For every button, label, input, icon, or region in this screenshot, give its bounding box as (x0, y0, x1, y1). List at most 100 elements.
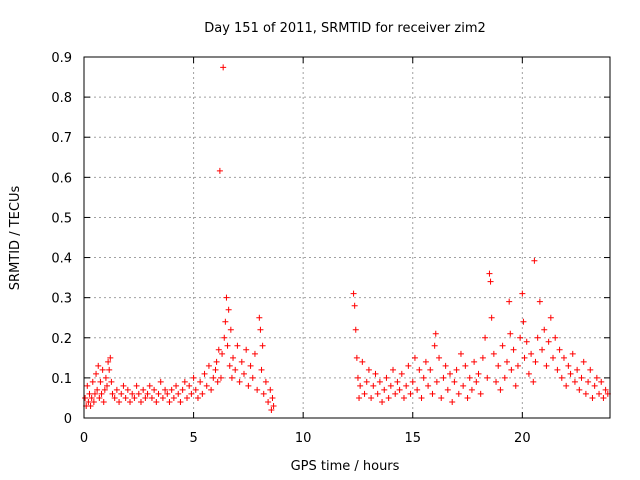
data-point (157, 378, 164, 385)
data-point (228, 374, 235, 381)
data-point (376, 378, 383, 385)
data-point (381, 386, 388, 393)
y-tick-label: 0.2 (51, 332, 72, 347)
data-point (462, 362, 469, 369)
data-point (602, 386, 609, 393)
data-point (247, 362, 254, 369)
data-point (217, 374, 224, 381)
y-tick-label: 0.7 (51, 131, 72, 146)
data-point (353, 354, 360, 361)
data-point (351, 302, 358, 309)
data-point (268, 406, 275, 413)
data-point (94, 386, 101, 393)
data-point (215, 346, 222, 353)
data-point (95, 362, 102, 369)
data-point (451, 378, 458, 385)
data-point (243, 346, 250, 353)
data-point (199, 390, 206, 397)
y-axis-label: SRMTID / TECUs (8, 186, 23, 291)
y-tick-label: 0.1 (51, 372, 72, 387)
data-point (558, 374, 565, 381)
data-point (510, 346, 517, 353)
data-point (409, 378, 416, 385)
data-point (86, 390, 93, 397)
y-tick-label: 0.3 (51, 292, 72, 307)
data-point (475, 370, 482, 377)
data-point (93, 370, 100, 377)
data-point (487, 278, 494, 285)
data-point (390, 366, 397, 373)
data-point (267, 386, 274, 393)
plot-frame (83, 56, 611, 419)
data-point (159, 394, 166, 401)
data-point (392, 390, 399, 397)
data-point (270, 402, 277, 409)
data-point (365, 366, 372, 373)
data-point (181, 378, 188, 385)
data-point (254, 386, 261, 393)
data-point (582, 390, 589, 397)
data-point (118, 390, 125, 397)
data-point (547, 314, 554, 321)
data-point (440, 374, 447, 381)
x-tick-label: 10 (295, 431, 312, 446)
data-point (490, 350, 497, 357)
data-point (398, 370, 405, 377)
x-tick-label: 20 (514, 431, 531, 446)
data-point (372, 370, 379, 377)
data-point (422, 358, 429, 365)
data-point (488, 314, 495, 321)
data-point (106, 366, 113, 373)
data-point (539, 346, 546, 353)
data-point (223, 294, 230, 301)
data-point (444, 386, 451, 393)
x-tick-label: 5 (189, 431, 197, 446)
data-point (179, 386, 186, 393)
data-point (517, 334, 524, 341)
data-point (259, 342, 266, 349)
data-point (501, 374, 508, 381)
data-point (245, 382, 252, 389)
data-point (560, 354, 567, 361)
y-tick-label: 0.8 (51, 91, 72, 106)
data-point (162, 386, 169, 393)
data-point (387, 382, 394, 389)
data-point (153, 398, 160, 405)
data-point (418, 394, 425, 401)
data-point (447, 370, 454, 377)
data-point (168, 386, 175, 393)
data-point (109, 390, 116, 397)
data-point (90, 398, 97, 405)
data-point (528, 350, 535, 357)
data-point (385, 394, 392, 401)
data-point (574, 366, 581, 373)
y-tick-label: 0.9 (51, 51, 72, 66)
data-point (98, 390, 105, 397)
data-point (226, 362, 233, 369)
data-point (379, 398, 386, 405)
data-point (495, 362, 502, 369)
data-point (124, 386, 131, 393)
data-point (238, 358, 245, 365)
data-point (97, 378, 104, 385)
data-point (552, 334, 559, 341)
data-point (144, 390, 151, 397)
data-point (370, 382, 377, 389)
data-point (453, 366, 460, 373)
data-point (432, 330, 439, 337)
data-point (457, 350, 464, 357)
data-point (188, 390, 195, 397)
data-point (455, 390, 462, 397)
data-point (554, 366, 561, 373)
y-tick-label: 0.5 (51, 211, 72, 226)
data-point (99, 366, 106, 373)
data-point (403, 382, 410, 389)
data-point (532, 358, 539, 365)
data-point (563, 382, 570, 389)
data-point (383, 374, 390, 381)
data-point (216, 167, 223, 174)
data-point (587, 366, 594, 373)
data-point (201, 370, 208, 377)
data-point (240, 370, 247, 377)
